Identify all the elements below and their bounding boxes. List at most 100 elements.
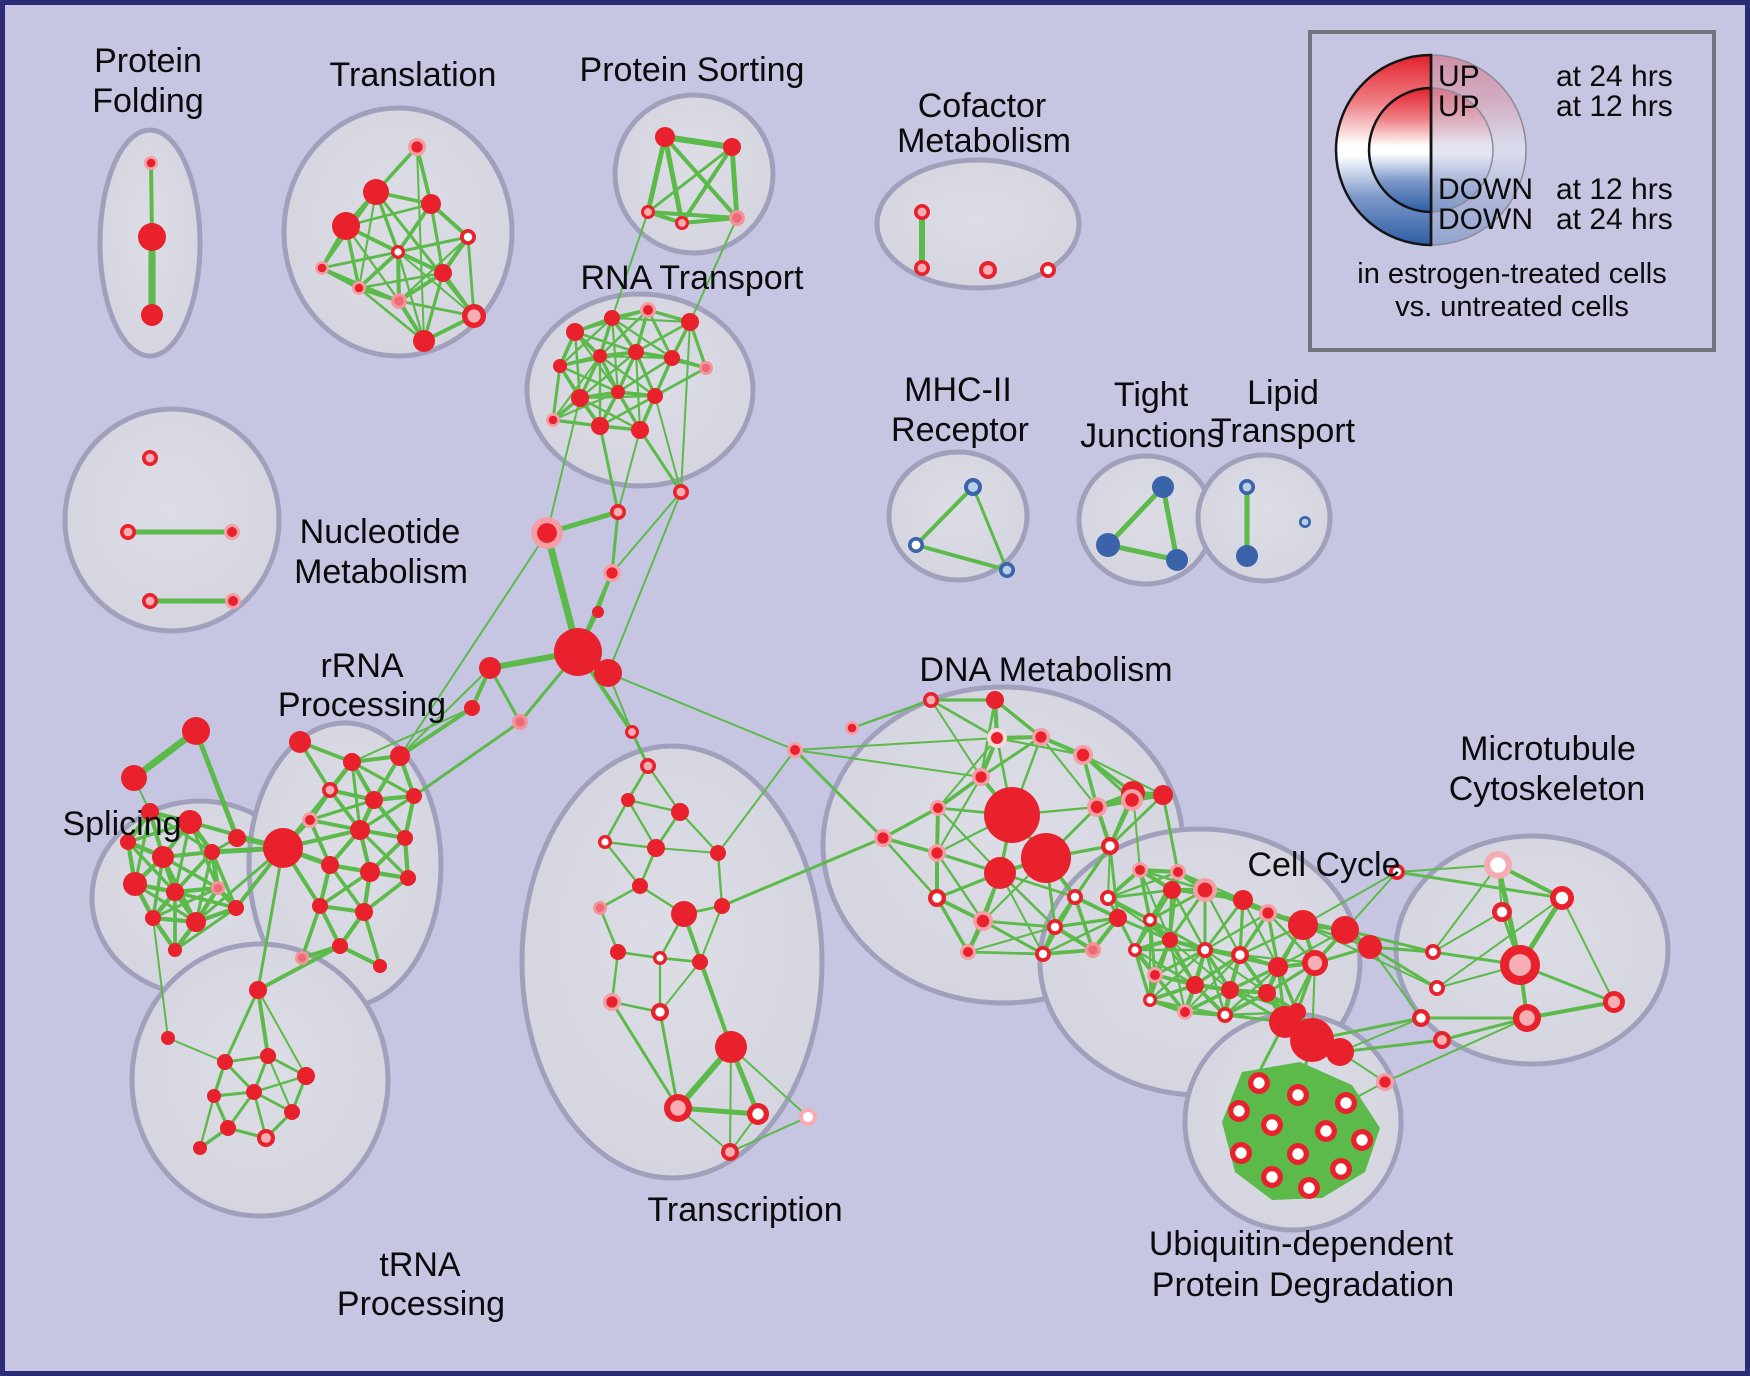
node-cc15[interactable] xyxy=(1197,942,1213,958)
node-sp2[interactable] xyxy=(178,810,202,834)
node-mt2[interactable] xyxy=(1550,886,1574,910)
node-mt6[interactable] xyxy=(1603,991,1625,1013)
node-lt1[interactable] xyxy=(1239,479,1255,495)
node-tr5[interactable] xyxy=(207,1089,221,1103)
node-t2[interactable] xyxy=(363,179,389,205)
node-sp11[interactable] xyxy=(228,900,244,916)
node-u4[interactable] xyxy=(1228,1100,1250,1122)
node-x2[interactable] xyxy=(621,793,635,807)
node-rr2[interactable] xyxy=(343,753,361,771)
node-dm5[interactable] xyxy=(930,800,946,816)
node-ps2[interactable] xyxy=(723,138,741,156)
node-c2[interactable] xyxy=(610,504,626,520)
node-x1[interactable] xyxy=(640,758,656,774)
node-x12[interactable] xyxy=(653,951,667,965)
node-u10[interactable] xyxy=(1330,1158,1352,1180)
node-pf3[interactable] xyxy=(141,304,163,326)
node-n1[interactable] xyxy=(142,450,158,466)
node-dm9[interactable] xyxy=(1087,797,1107,817)
node-x8[interactable] xyxy=(593,901,607,915)
node-r6[interactable] xyxy=(593,349,607,363)
node-r7[interactable] xyxy=(628,344,644,360)
node-cc16[interactable] xyxy=(1162,932,1178,948)
node-dm16[interactable] xyxy=(973,911,993,931)
node-lt2[interactable] xyxy=(1236,545,1258,567)
node-rr11[interactable] xyxy=(360,862,380,882)
node-u9[interactable] xyxy=(1287,1143,1309,1165)
node-sp1[interactable] xyxy=(141,803,159,821)
node-r8[interactable] xyxy=(664,350,680,366)
node-rr1[interactable] xyxy=(289,731,311,753)
node-s2[interactable] xyxy=(121,765,147,791)
node-cf2[interactable] xyxy=(914,260,930,276)
node-rr8[interactable] xyxy=(350,820,370,840)
node-t11[interactable] xyxy=(413,330,435,352)
node-t8[interactable] xyxy=(352,281,366,295)
node-r9[interactable] xyxy=(699,361,713,375)
node-l3[interactable] xyxy=(1429,980,1445,996)
node-cf3[interactable] xyxy=(979,261,997,279)
node-u3[interactable] xyxy=(1335,1092,1357,1114)
node-x6[interactable] xyxy=(710,845,726,861)
node-dm26[interactable] xyxy=(986,691,1004,709)
node-u2[interactable] xyxy=(1287,1084,1309,1106)
node-x15[interactable] xyxy=(651,1003,669,1021)
node-dm22[interactable] xyxy=(1067,889,1083,905)
node-cc19[interactable] xyxy=(1186,976,1204,994)
node-u7[interactable] xyxy=(1351,1129,1373,1151)
node-r10[interactable] xyxy=(571,389,589,407)
node-ps4[interactable] xyxy=(675,216,689,230)
node-rr17[interactable] xyxy=(373,959,387,973)
node-d1[interactable] xyxy=(625,725,639,739)
node-x7[interactable] xyxy=(632,878,648,894)
node-mh2[interactable] xyxy=(908,537,924,553)
node-mt5[interactable] xyxy=(1513,1004,1541,1032)
node-xb5[interactable] xyxy=(721,1143,739,1161)
node-dm21[interactable] xyxy=(1109,909,1127,927)
node-l5[interactable] xyxy=(1433,1031,1451,1049)
node-r4[interactable] xyxy=(681,313,699,331)
node-cc8[interactable] xyxy=(1259,904,1277,922)
node-u8[interactable] xyxy=(1230,1142,1252,1164)
node-dm20[interactable] xyxy=(1085,942,1101,958)
node-s1[interactable] xyxy=(182,717,210,745)
node-ps3[interactable] xyxy=(641,205,655,219)
node-u11[interactable] xyxy=(1261,1166,1283,1188)
node-r1[interactable] xyxy=(566,323,584,341)
node-tj3[interactable] xyxy=(1166,549,1188,571)
node-cc13[interactable] xyxy=(1268,957,1288,977)
node-r5[interactable] xyxy=(553,359,567,373)
node-mh3[interactable] xyxy=(999,562,1015,578)
node-cc5[interactable] xyxy=(1170,864,1186,880)
node-sp12[interactable] xyxy=(168,943,182,957)
node-cf4[interactable] xyxy=(1040,262,1056,278)
node-m3[interactable] xyxy=(512,714,528,730)
node-cf1[interactable] xyxy=(914,204,930,220)
node-tr0[interactable] xyxy=(249,981,267,999)
node-tr4[interactable] xyxy=(297,1067,315,1085)
node-c5[interactable] xyxy=(592,606,604,618)
node-cc2[interactable] xyxy=(1132,862,1148,878)
node-rr10[interactable] xyxy=(321,856,339,874)
node-u1[interactable] xyxy=(1248,1072,1270,1094)
node-rr3[interactable] xyxy=(390,746,410,766)
node-m1[interactable] xyxy=(479,657,501,679)
node-tr7[interactable] xyxy=(284,1104,300,1120)
node-l1[interactable] xyxy=(1389,864,1405,880)
node-cc27[interactable] xyxy=(1177,1004,1193,1020)
node-tr6[interactable] xyxy=(246,1084,262,1100)
node-xb2[interactable] xyxy=(664,1094,692,1122)
node-dm10[interactable] xyxy=(984,787,1040,843)
node-u5[interactable] xyxy=(1261,1114,1283,1136)
node-n4[interactable] xyxy=(142,593,158,609)
node-cc3[interactable] xyxy=(1143,913,1157,927)
node-tj1[interactable] xyxy=(1152,476,1174,498)
node-n3[interactable] xyxy=(224,524,240,540)
node-ubx[interactable] xyxy=(1376,1073,1394,1091)
node-t5[interactable] xyxy=(460,229,476,245)
node-sp7[interactable] xyxy=(166,883,184,901)
node-rr13[interactable] xyxy=(312,898,328,914)
node-rr4[interactable] xyxy=(322,782,338,798)
node-cc1[interactable] xyxy=(1100,890,1116,906)
node-t7[interactable] xyxy=(434,264,452,282)
